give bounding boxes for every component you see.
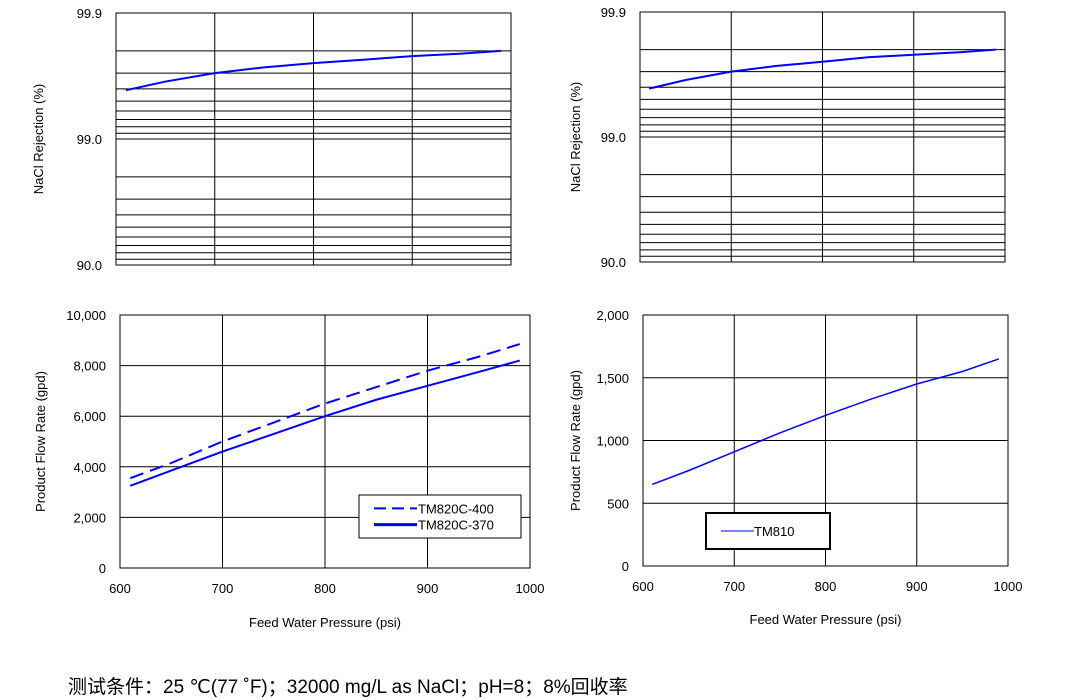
x-tick-label: 800 — [815, 579, 837, 594]
y-tick-label: 90.0 — [77, 258, 102, 273]
chart-rejection-tm820c: 99.9 99.0 90.0 NaCl Rejection (%) — [31, 6, 512, 273]
plot-frame — [119, 314, 531, 569]
y-axis-title: Product Flow Rate (gpd) — [568, 370, 583, 511]
series-line-tm810 — [648, 48, 996, 90]
legend: TM810 — [705, 512, 831, 550]
plot-frame — [642, 314, 1009, 567]
x-tick-label: 900 — [417, 581, 439, 596]
y-tick-label: 99.0 — [601, 130, 626, 145]
x-axis-title: Feed Water Pressure (psi) — [750, 612, 902, 627]
y-tick-label: 2,000 — [73, 510, 106, 525]
legend-label: TM820C-370 — [418, 518, 494, 533]
legend: TM820C-400 TM820C-370 — [358, 494, 522, 539]
legend-frame — [358, 494, 522, 539]
x-axis-title: Feed Water Pressure (psi) — [249, 615, 401, 630]
y-axis-title: NaCl Rejection (%) — [568, 82, 583, 193]
plot-frame — [639, 11, 1006, 263]
y-tick-label: 1,500 — [596, 371, 629, 386]
y-tick-label: 0 — [99, 561, 106, 576]
series-line-tm810 — [651, 358, 1000, 486]
x-tick-label: 600 — [109, 581, 131, 596]
y-tick-label: 2,000 — [596, 308, 629, 323]
y-tick-label: 6,000 — [73, 409, 106, 424]
y-tick-label: 99.9 — [601, 5, 626, 20]
x-tick-label: 700 — [723, 579, 745, 594]
y-tick-label: 90.0 — [601, 255, 626, 270]
x-tick-label: 800 — [314, 581, 336, 596]
x-tick-label: 1000 — [994, 579, 1023, 594]
x-tick-label: 900 — [906, 579, 928, 594]
y-tick-label: 10,000 — [66, 308, 106, 323]
y-tick-label: 8,000 — [73, 359, 106, 374]
plot-frame — [115, 12, 512, 266]
y-tick-label: 99.0 — [77, 132, 102, 147]
x-tick-label: 1000 — [516, 581, 545, 596]
legend-label: TM810 — [754, 524, 794, 539]
y-tick-label: 4,000 — [73, 460, 106, 475]
chart-flow-tm810: 0 500 1,000 1,500 2,000 600 700 800 900 1000 Produ… — [568, 308, 1022, 627]
x-tick-label: 600 — [632, 579, 654, 594]
y-tick-label: 500 — [607, 496, 629, 511]
series-line-tm820c — [125, 49, 502, 92]
y-tick-label: 99.9 — [77, 6, 102, 21]
test-conditions-note: 测试条件：25 ℃(77 ˚F)；32000 mg/L as NaCl；pH=8… — [68, 677, 628, 698]
chart-flow-tm820c: 0 2,000 4,000 6,000 8,000 10,000 600 700 800 900 1… — [33, 308, 544, 630]
y-tick-label: 0 — [622, 559, 629, 574]
legend-label: TM820C-400 — [418, 501, 494, 516]
chart-rejection-tm810: 99.9 99.0 90.0 NaCl Rejection (%) — [568, 5, 1006, 270]
y-tick-label: 1,000 — [596, 434, 629, 449]
y-axis-title: NaCl Rejection (%) — [31, 84, 46, 195]
x-tick-label: 700 — [212, 581, 234, 596]
series-line-tm820c-370 — [129, 359, 521, 487]
y-axis-title: Product Flow Rate (gpd) — [33, 371, 48, 512]
